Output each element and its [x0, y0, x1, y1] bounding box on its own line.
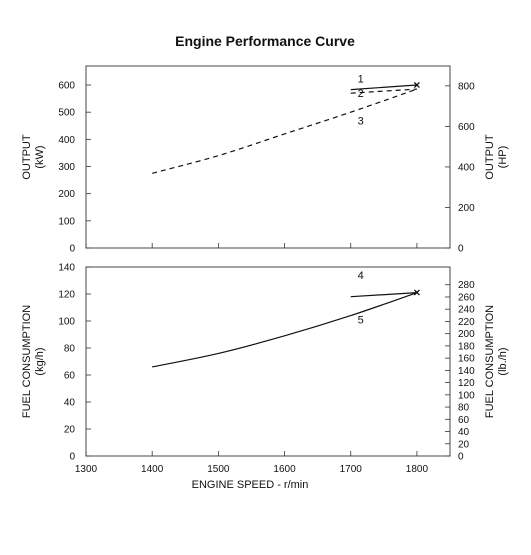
- fuel-left-tick-label: 40: [64, 398, 76, 409]
- x-axis-label: ENGINE SPEED - r/min: [192, 479, 309, 491]
- output-plot-frame: [85, 65, 451, 249]
- chart-title: Engine Performance Curve: [175, 33, 355, 49]
- fuel-left-axis-label-1: FUEL CONSUMPTION: [21, 305, 33, 418]
- fuel-right-tick-label: 220: [458, 317, 475, 328]
- fuel-right-tick-label: 200: [458, 329, 475, 340]
- fuel-left-tick-label: 140: [58, 263, 75, 274]
- output-left-tick-label: 0: [69, 244, 75, 255]
- fuel-left-tick-label: 0: [69, 452, 75, 463]
- output-left-tick-label: 600: [58, 81, 75, 92]
- output-right-tick-label: 800: [458, 81, 475, 92]
- fuel-right-tick-label: 240: [458, 305, 475, 316]
- x-tick-label: 1600: [273, 464, 296, 475]
- fuel-left-tick-label: 100: [58, 317, 75, 328]
- fuel-left-axis-label-2: (kg/h): [34, 347, 46, 375]
- output-peak-marker: ×: [413, 78, 420, 92]
- output-left-tick-label: 500: [58, 108, 75, 119]
- fuel-right-tick-label: 180: [458, 341, 475, 352]
- fuel-curve-label-5: 5: [358, 315, 364, 327]
- fuel-right-axis-label-1: FUEL CONSUMPTION: [484, 305, 496, 418]
- output-curve-label-1: 1: [358, 73, 364, 85]
- output-curve-label-3: 3: [358, 115, 364, 127]
- output-series-1-line: [350, 84, 417, 91]
- fuel-series-5-line: [152, 292, 418, 368]
- x-tick-label: 1700: [340, 464, 363, 475]
- fuel-left-tick-label: 80: [64, 344, 76, 355]
- output-right-tick-label: 400: [458, 162, 475, 173]
- fuel-curve-label-4: 4: [358, 270, 364, 282]
- x-tick-label: 1300: [75, 464, 98, 475]
- output-left-tick-label: 100: [58, 216, 75, 227]
- fuel-right-tick-label: 260: [458, 292, 475, 303]
- fuel-peak-marker: ×: [413, 286, 420, 300]
- fuel-left-tick-label: 60: [64, 371, 76, 382]
- fuel-right-axis-label-2: (lb./h): [497, 347, 509, 375]
- output-right-tick-label: 600: [458, 122, 475, 133]
- output-left-axis-label-1: OUTPUT: [21, 134, 33, 180]
- output-curve-label-2: 2: [358, 88, 364, 100]
- fuel-right-tick-label: 20: [458, 439, 470, 450]
- fuel-plot-frame: [85, 266, 451, 457]
- fuel-right-tick-label: 140: [458, 366, 475, 377]
- fuel-right-tick-label: 280: [458, 280, 475, 291]
- fuel-left-tick-label: 20: [64, 425, 76, 436]
- fuel-left-tick-label: 120: [58, 290, 75, 301]
- fuel-right-tick-label: 120: [458, 378, 475, 389]
- fuel-right-tick-label: 80: [458, 403, 470, 414]
- output-right-tick-label: 200: [458, 203, 475, 214]
- output-left-tick-label: 400: [58, 135, 75, 146]
- x-tick-label: 1500: [207, 464, 230, 475]
- x-tick-label: 1400: [141, 464, 164, 475]
- output-left-tick-label: 200: [58, 189, 75, 200]
- x-tick-label: 1800: [406, 464, 429, 475]
- output-left-axis-label-2: (kW): [34, 145, 46, 168]
- output-series-3-line: [152, 88, 418, 174]
- fuel-right-tick-label: 0: [458, 452, 464, 463]
- fuel-right-tick-label: 60: [458, 415, 470, 426]
- output-right-axis-label-1: OUTPUT: [484, 134, 496, 180]
- output-right-axis-label-2: (HP): [497, 146, 509, 169]
- fuel-right-tick-label: 160: [458, 354, 475, 365]
- fuel-right-tick-label: 100: [458, 390, 475, 401]
- fuel-right-tick-label: 40: [458, 427, 470, 438]
- output-series-2-line: [350, 88, 417, 94]
- fuel-series-4-line: [350, 292, 417, 298]
- output-left-tick-label: 300: [58, 162, 75, 173]
- output-right-tick-label: 0: [458, 244, 464, 255]
